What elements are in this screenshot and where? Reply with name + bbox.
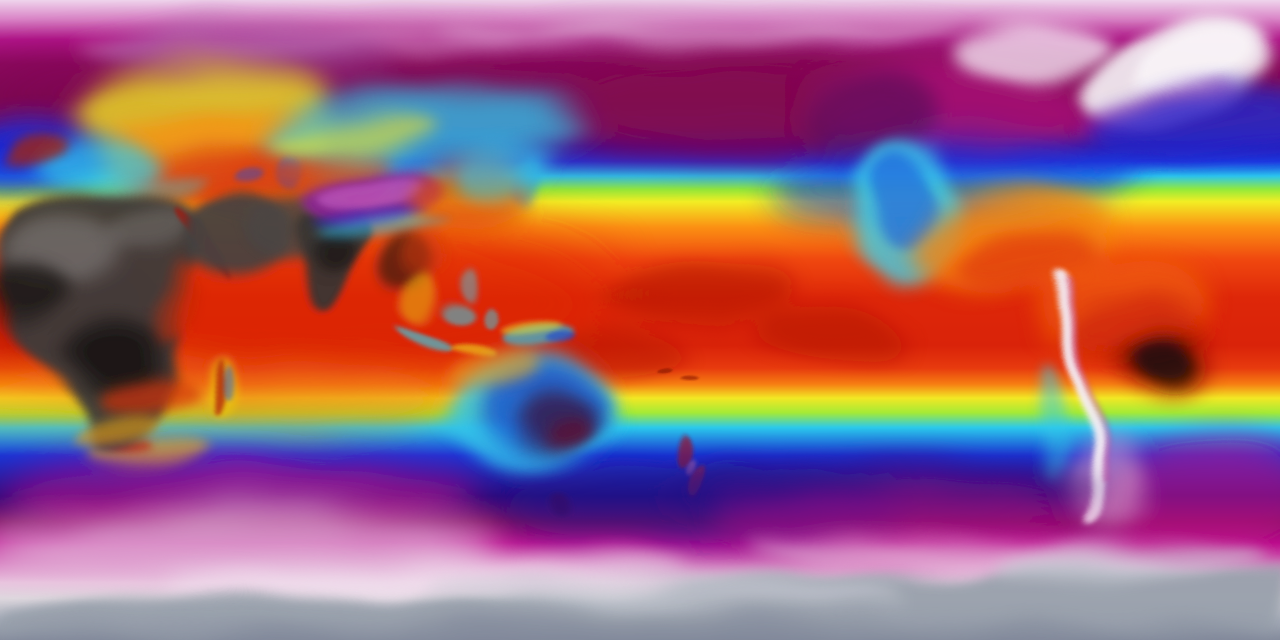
india-black-core bbox=[308, 232, 352, 272]
africa-south-red-rim bbox=[96, 379, 200, 417]
itcz-maroon-swirl-3 bbox=[555, 331, 685, 373]
sahara-ridge-light-2 bbox=[108, 206, 192, 250]
africa-west-black bbox=[0, 262, 66, 322]
rockies-blue-speckle bbox=[871, 153, 933, 243]
malay-yellow-streak bbox=[404, 275, 436, 325]
tibet-pink-speckle bbox=[318, 173, 422, 207]
africa-east-red-rim bbox=[155, 260, 189, 350]
spacific-island-speck-2 bbox=[682, 375, 698, 381]
npacific-yellow-streak bbox=[270, 119, 440, 157]
madagascar-blue-edge bbox=[222, 362, 234, 394]
kuroshio-red-streak bbox=[270, 152, 390, 184]
patagonia-pink bbox=[1060, 436, 1144, 532]
sumatra-cyan-arc bbox=[395, 329, 445, 357]
satlantic-magenta-bulge bbox=[1090, 439, 1280, 557]
himalaya-cyan-arc bbox=[310, 209, 454, 239]
tibet-blue-rim bbox=[306, 200, 430, 228]
new-guinea-yellow-rim bbox=[498, 322, 558, 338]
new-guinea-blue-core bbox=[544, 333, 572, 347]
congo-black bbox=[70, 324, 166, 400]
canada-violet bbox=[798, 76, 938, 160]
sulawesi-cyan bbox=[479, 305, 497, 331]
indochina-red-rim bbox=[400, 226, 450, 278]
spacific-island-speck-1 bbox=[658, 365, 672, 371]
australia-maroon-spot bbox=[546, 421, 586, 451]
china-cyan-patch bbox=[453, 141, 557, 195]
antarctica-light-rim-2 bbox=[1000, 543, 1260, 583]
spacific-magenta-push bbox=[710, 486, 1090, 554]
itcz-maroon-swirl-1 bbox=[605, 261, 795, 323]
black-sea-blue bbox=[236, 169, 268, 187]
iberia-dark-red bbox=[8, 137, 68, 167]
antarctica-light-rim-1 bbox=[420, 573, 900, 607]
greenland-core-white bbox=[1134, 28, 1256, 92]
chile-coast-cyan bbox=[1036, 363, 1064, 487]
andes-magenta-rim bbox=[1066, 281, 1106, 481]
natlantic-blue-dip bbox=[1092, 89, 1280, 163]
borneo-cyan bbox=[439, 300, 471, 324]
andes-white-ridge bbox=[1054, 273, 1102, 529]
madagascar-red-line bbox=[212, 357, 226, 413]
antarctica-bottom-dark bbox=[0, 622, 1280, 640]
brazil-black-core bbox=[1140, 336, 1200, 384]
itcz-maroon-swirl-2 bbox=[755, 305, 905, 359]
uk-atlantic-cyan bbox=[38, 142, 162, 194]
arctic-pale-streak-mid bbox=[440, 20, 960, 44]
nz-north-island bbox=[671, 435, 691, 467]
philippines-cyan bbox=[460, 266, 480, 298]
africa-sw-yellow-rim bbox=[76, 417, 160, 447]
australia-nw-orange-rim bbox=[446, 352, 542, 392]
arctic-islands-white bbox=[950, 19, 1110, 81]
